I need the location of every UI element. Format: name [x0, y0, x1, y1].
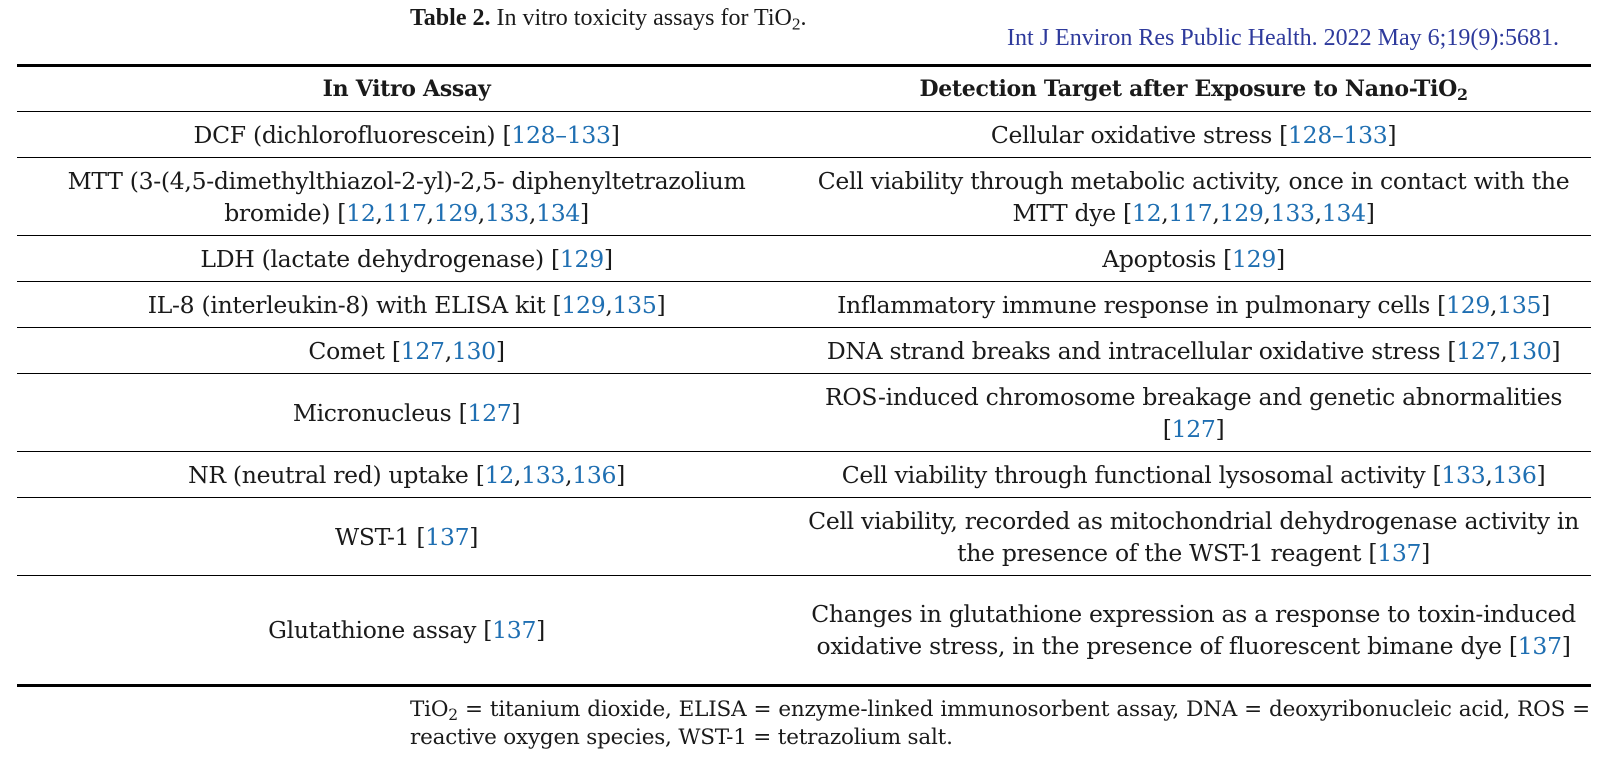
- reference-link[interactable]: 135: [612, 290, 657, 319]
- target-cell-text: Cellular oxidative stress [: [990, 120, 1289, 149]
- target-cell-text: Apoptosis [: [1102, 244, 1233, 273]
- header-detection-target-text: Detection Target after Exposure to Nano-…: [919, 76, 1457, 102]
- reference-link[interactable]: 127: [1171, 414, 1216, 443]
- reference-link[interactable]: 133: [484, 198, 529, 227]
- caption-subscript: 2: [791, 14, 801, 34]
- table-row: Glutathione assay [137] Changes in glutat…: [17, 576, 1591, 686]
- target-cell: Cellular oxidative stress [128–133]: [796, 111, 1591, 158]
- target-cell-text: Inflammatory immune response in pulmonar…: [837, 290, 1447, 319]
- reference-link[interactable]: 137: [1377, 538, 1422, 567]
- reference-link[interactable]: 130: [1507, 336, 1552, 365]
- reference-link[interactable]: 133: [1270, 198, 1315, 227]
- reference-link[interactable]: 137: [425, 522, 470, 551]
- assay-cell: NR (neutral red) uptake [12,133,136]: [17, 451, 797, 498]
- assay-cell-text: WST-1 [: [334, 522, 426, 551]
- target-cell-text: ROS-induced chromosome breakage and gene…: [825, 382, 1563, 443]
- header-subscript: 2: [1456, 84, 1468, 104]
- target-cell: Cell viability through functional lysoso…: [796, 451, 1591, 498]
- assay-cell: Glutathione assay [137]: [268, 616, 545, 644]
- table-row: LDH (lactate dehydrogenase) [129] Apoptos…: [17, 235, 1591, 282]
- reference-link[interactable]: 128–133: [511, 120, 611, 149]
- reference-link[interactable]: 129: [1446, 290, 1491, 319]
- assay-cell: IL-8 (interleukin-8) with ELISA kit [129…: [17, 281, 797, 328]
- reference-link[interactable]: 130: [451, 336, 496, 365]
- header-detection-target: Detection Target after Exposure to Nano-…: [796, 65, 1591, 112]
- reference-link[interactable]: 129: [561, 290, 606, 319]
- assay-cell-text: IL-8 (interleukin-8) with ELISA kit [: [147, 290, 562, 319]
- table-header-row: In Vitro Assay Detection Target after Ex…: [17, 65, 1591, 112]
- reference-link[interactable]: 12: [1131, 198, 1162, 227]
- header-in-vitro-assay: In Vitro Assay: [17, 65, 797, 112]
- reference-link[interactable]: 134: [536, 198, 581, 227]
- reference-link[interactable]: 129: [1219, 198, 1264, 227]
- assay-cell: MTT (3-(4,5-dimethylthiazol-2-yl)-2,5- d…: [17, 157, 797, 236]
- reference-link[interactable]: 137: [492, 616, 537, 644]
- table-body: DCF (dichlorofluorescein) [128–133] Cellu…: [17, 111, 1591, 686]
- reference-link[interactable]: 136: [1492, 460, 1537, 489]
- assay-cell-text: Comet [: [308, 336, 401, 365]
- table-row: Comet [127,130] DNA strand breaks and int…: [17, 327, 1591, 374]
- footnote-text: = titanium dioxide, ELISA = enzyme-linke…: [410, 697, 1590, 750]
- reference-link[interactable]: 12: [484, 460, 515, 489]
- reference-link[interactable]: 133: [521, 460, 566, 489]
- table-caption: Table 2. In vitro toxicity assays for Ti…: [410, 2, 806, 34]
- assay-cell: Micronucleus [127]: [17, 373, 797, 452]
- caption-end: .: [800, 5, 807, 31]
- target-cell: Changes in glutathione expression as a r…: [811, 600, 1576, 660]
- table-label: Table 2.: [410, 5, 491, 31]
- reference-link[interactable]: 128–133: [1288, 120, 1388, 149]
- target-cell: Inflammatory immune response in pulmonar…: [796, 281, 1591, 328]
- assay-cell: Comet [127,130]: [17, 327, 797, 374]
- footnote-subscript: 2: [448, 705, 458, 724]
- assay-cell: WST-1 [137]: [17, 497, 797, 576]
- target-cell: ROS-induced chromosome breakage and gene…: [796, 373, 1591, 452]
- target-cell: Cell viability through metabolic activit…: [796, 157, 1591, 236]
- table-row: DCF (dichlorofluorescein) [128–133] Cellu…: [17, 111, 1591, 158]
- reference-link[interactable]: 127: [400, 336, 445, 365]
- target-cell: DNA strand breaks and intracellular oxid…: [796, 327, 1591, 374]
- assay-cell-text: NR (neutral red) uptake [: [188, 460, 485, 489]
- reference-link[interactable]: 133: [1441, 460, 1486, 489]
- reference-link[interactable]: 117: [382, 198, 427, 227]
- target-cell-text: Cell viability through metabolic activit…: [817, 166, 1570, 227]
- journal-citation[interactable]: Int J Environ Res Public Health. 2022 Ma…: [1007, 25, 1559, 51]
- assay-cell-text: Glutathione assay [: [268, 616, 493, 644]
- table-row: MTT (3-(4,5-dimethylthiazol-2-yl)-2,5- d…: [17, 157, 1591, 236]
- caption-text: In vitro toxicity assays for TiO: [496, 5, 792, 31]
- table-row: Micronucleus [127] ROS-induced chromosome…: [17, 373, 1591, 452]
- assay-cell-text: MTT (3-(4,5-dimethylthiazol-2-yl)-2,5- d…: [67, 166, 746, 227]
- reference-link[interactable]: 12: [346, 198, 376, 227]
- assay-cell-text: DCF (dichlorofluorescein) [: [193, 120, 512, 149]
- table-row: NR (neutral red) uptake [12,133,136] Cell…: [17, 451, 1591, 498]
- target-cell-text: Cell viability through functional lysoso…: [841, 460, 1442, 489]
- toxicity-assays-table: In Vitro Assay Detection Target after Ex…: [17, 64, 1591, 687]
- assay-cell: LDH (lactate dehydrogenase) [129]: [17, 235, 797, 282]
- table-row: WST-1 [137] Cell viability, recorded as m…: [17, 497, 1591, 576]
- reference-link[interactable]: 129: [433, 198, 478, 227]
- target-cell-text: DNA strand breaks and intracellular oxid…: [826, 336, 1457, 365]
- reference-link[interactable]: 127: [1456, 336, 1501, 365]
- footnote-prefix: TiO: [410, 697, 449, 722]
- reference-link[interactable]: 129: [1232, 244, 1276, 273]
- reference-link[interactable]: 137: [1517, 632, 1562, 660]
- assay-cell: DCF (dichlorofluorescein) [128–133]: [17, 111, 797, 158]
- reference-link[interactable]: 136: [572, 460, 617, 489]
- reference-link[interactable]: 134: [1321, 198, 1366, 227]
- reference-link[interactable]: 135: [1497, 290, 1542, 319]
- target-cell-text: Changes in glutathione expression as a r…: [811, 600, 1576, 660]
- reference-link[interactable]: 127: [467, 398, 512, 427]
- assay-cell-text: LDH (lactate dehydrogenase) [: [200, 244, 560, 273]
- assay-cell-text: Micronucleus [: [292, 398, 468, 427]
- target-cell-text: Cell viability, recorded as mitochondria…: [808, 506, 1579, 567]
- target-cell: Cell viability, recorded as mitochondria…: [796, 497, 1591, 576]
- table-row: IL-8 (interleukin-8) with ELISA kit [129…: [17, 281, 1591, 328]
- table-footnote: TiO2 = titanium dioxide, ELISA = enzyme-…: [410, 696, 1590, 752]
- target-cell: Apoptosis [129]: [796, 235, 1591, 282]
- reference-link[interactable]: 129: [559, 244, 604, 273]
- reference-link[interactable]: 117: [1168, 198, 1213, 227]
